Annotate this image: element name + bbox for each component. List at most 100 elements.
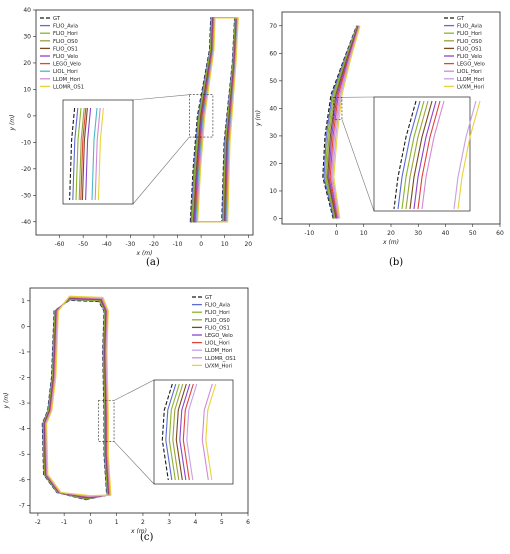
x-tick-label: 1 — [115, 519, 119, 526]
y-tick-label: 40 — [269, 105, 277, 112]
x-tick-label: 60 — [496, 230, 504, 237]
legend-entry: FLIO_OS0 — [53, 39, 78, 45]
caption-a: (a) — [146, 257, 160, 268]
legend-entry: FLIO_OS0 — [205, 318, 230, 324]
y-tick-label: 70 — [269, 23, 277, 30]
legend-entry: FLIO_OS0 — [457, 39, 482, 45]
legend-entry: LLOM_Hori — [205, 348, 232, 354]
x-tick-label: -20 — [149, 241, 159, 248]
y-tick-label: 60 — [269, 50, 277, 57]
y-tick-label: -6 — [19, 477, 25, 484]
x-tick-label: -1 — [61, 519, 67, 526]
x-tick-label: 0 — [199, 241, 203, 248]
y-tick-label: -3 — [19, 400, 25, 407]
x-tick-label: 0 — [88, 519, 92, 526]
x-tick-label: -40 — [102, 241, 112, 248]
x-tick-label: 5 — [220, 519, 224, 526]
y-tick-label: 40 — [23, 7, 31, 14]
y-tick-label: 1 — [21, 298, 25, 305]
x-tick-label: 30 — [414, 230, 422, 237]
y-tick-label: 0 — [21, 323, 25, 330]
x-tick-label: -10 — [173, 241, 183, 248]
x-tick-label: 0 — [335, 230, 339, 237]
legend-entry: LIOL_Hori — [457, 69, 482, 75]
y-tick-label: 30 — [23, 33, 31, 40]
legend-entry: FLIO_Hori — [457, 31, 482, 37]
legend-entry: FLIO_Avia — [53, 24, 78, 30]
legend-entry: FLIO_Hori — [53, 31, 78, 37]
legend-entry: FLIO_Avia — [205, 303, 230, 309]
x-tick-label: 4 — [194, 519, 198, 526]
x-tick-label: 50 — [469, 230, 477, 237]
y-tick-label: -30 — [21, 192, 31, 199]
y-tick-label: 0 — [27, 113, 31, 120]
legend-entry: FLIO_Hori — [205, 310, 230, 316]
x-tick-label: 6 — [246, 519, 250, 526]
caption-b: (b) — [389, 257, 403, 268]
legend-entry: LEGO_Velo — [53, 62, 81, 68]
y-tick-label: -7 — [19, 502, 25, 509]
legend-entry: GT — [53, 16, 61, 22]
x-axis-label: x (m) — [136, 250, 153, 257]
x-tick-label: -2 — [35, 519, 41, 526]
legend-entry: FLIO_OS1 — [457, 46, 482, 52]
legend-entry: FLIO_OS1 — [53, 46, 78, 52]
legend-entry: FLIO_Velo — [457, 54, 482, 60]
chart-a: -60 -50 -40 -30 -20 -10 0 10 20 -40 -30 -20 -10 0 10 20… — [9, 7, 253, 257]
legend-entry: FLIO_Velo — [53, 54, 78, 60]
legend-entry: LIOL_Hori — [53, 69, 78, 75]
y-tick-label: -10 — [21, 139, 31, 146]
legend-entry: LLOMR_OS1 — [53, 84, 84, 90]
x-tick-label: 3 — [167, 519, 171, 526]
x-axis-label: x (m) — [382, 239, 399, 246]
y-tick-label: -20 — [21, 166, 31, 173]
y-axis-label: y (m) — [255, 110, 262, 127]
legend-entry: FLIO_OS1 — [205, 325, 230, 331]
legend-entry: LIOL_Hori — [205, 341, 230, 347]
y-tick-label: -2 — [19, 374, 25, 381]
y-tick-label: 20 — [23, 60, 31, 67]
x-tick-label: 10 — [360, 230, 368, 237]
legend-entry: LEGO_Velo — [205, 333, 233, 339]
legend-entry: LLOM_Hori — [457, 77, 484, 83]
y-tick-label: -40 — [21, 219, 31, 226]
legend-entry: LVXM_Hori — [457, 84, 484, 90]
x-tick-label: 40 — [442, 230, 450, 237]
legend-entry: FLIO_Avia — [457, 24, 482, 30]
x-tick-label: 20 — [387, 230, 395, 237]
legend-entry: LLOM_Hori — [53, 77, 80, 83]
y-tick-label: 0 — [273, 215, 277, 222]
y-tick-label: 10 — [23, 86, 31, 93]
y-axis-label: y (m) — [3, 393, 10, 410]
x-tick-label: -60 — [55, 241, 65, 248]
x-tick-label: 20 — [244, 241, 252, 248]
chart-b: -10 0 10 20 30 40 50 60 0 10 20 30 40 50 60 70 x (m) y (m… — [255, 12, 504, 246]
x-tick-label: -10 — [304, 230, 314, 237]
y-tick-label: 50 — [269, 78, 277, 85]
legend-entry: LVXM_Hori — [205, 363, 232, 369]
x-tick-label: -50 — [78, 241, 88, 248]
legend-entry: LLOMR_OS1 — [205, 356, 236, 362]
y-tick-label: 20 — [269, 160, 277, 167]
y-tick-label: -5 — [19, 451, 25, 458]
legend-entry: GT — [205, 295, 213, 301]
y-tick-label: -4 — [19, 426, 25, 433]
y-tick-label: -1 — [19, 349, 25, 356]
legend-entry: GT — [457, 16, 465, 22]
y-axis-label: y (m) — [9, 115, 16, 132]
y-tick-label: 10 — [269, 188, 277, 195]
caption-c: (c) — [140, 532, 153, 543]
x-tick-label: 2 — [141, 519, 145, 526]
x-tick-label: -30 — [125, 241, 135, 248]
x-tick-label: 10 — [221, 241, 229, 248]
y-tick-label: 30 — [269, 133, 277, 140]
zoom-connector — [133, 137, 189, 204]
legend-entry: LEGO_Velo — [457, 62, 485, 68]
zoom-connector — [114, 441, 154, 484]
